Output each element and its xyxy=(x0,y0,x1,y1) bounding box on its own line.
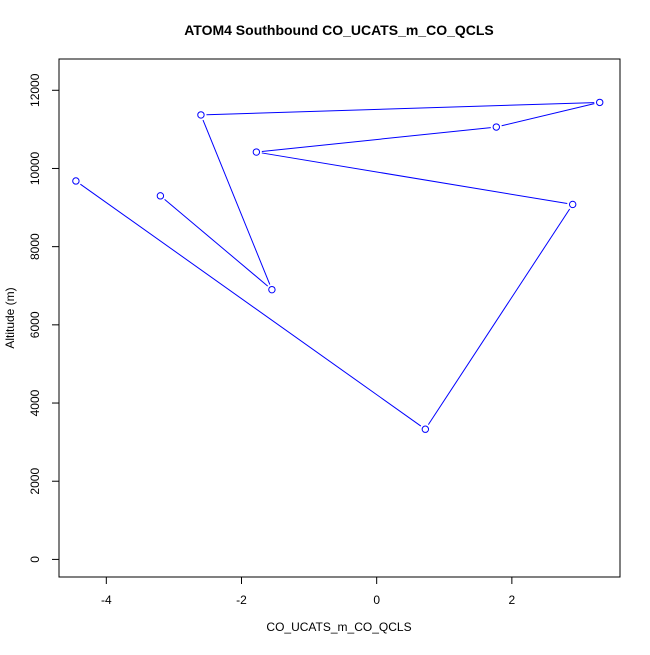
data-point xyxy=(596,98,604,107)
series-line-segment xyxy=(164,198,269,287)
x-tick-label: 2 xyxy=(509,593,516,607)
y-tick-label: 10000 xyxy=(28,151,42,185)
data-marks xyxy=(72,98,604,433)
y-tick-label: 2000 xyxy=(28,468,42,495)
data-point xyxy=(252,148,261,156)
data-point xyxy=(568,200,577,209)
y-tick-label: 8000 xyxy=(28,233,42,260)
data-point xyxy=(197,111,205,119)
data-point xyxy=(492,123,501,131)
y-tick-label: 12000 xyxy=(28,73,42,107)
y-tick-label: 4000 xyxy=(28,389,42,416)
x-tick-label: -4 xyxy=(101,593,112,607)
y-tick-label: 0 xyxy=(28,556,42,563)
plot-frame xyxy=(58,58,621,578)
axes: -4 -2 0 2 0 2000 4000 6000 8000 10000 12000 xyxy=(28,73,516,607)
x-axis-label: CO_UCATS_m_CO_QCLS xyxy=(266,620,411,634)
chart-title: ATOM4 Southbound CO_UCATS_m_CO_QCLS xyxy=(184,22,494,38)
y-tick-label: 6000 xyxy=(28,311,42,338)
series-line-segment xyxy=(206,102,595,116)
data-point xyxy=(268,285,276,294)
x-tick-label: -2 xyxy=(236,593,247,607)
y-axis-label: Altitude (m) xyxy=(3,287,17,348)
series-line-segment xyxy=(261,152,568,205)
series-line-segment xyxy=(501,103,595,127)
data-point xyxy=(421,425,430,433)
series-line-segment xyxy=(427,208,571,425)
series-line-segment xyxy=(261,127,491,152)
x-tick-label: 0 xyxy=(373,593,380,607)
data-point xyxy=(156,192,165,200)
data-point xyxy=(72,177,80,185)
series-line-segment xyxy=(202,119,271,285)
series-line-segment xyxy=(80,183,422,427)
